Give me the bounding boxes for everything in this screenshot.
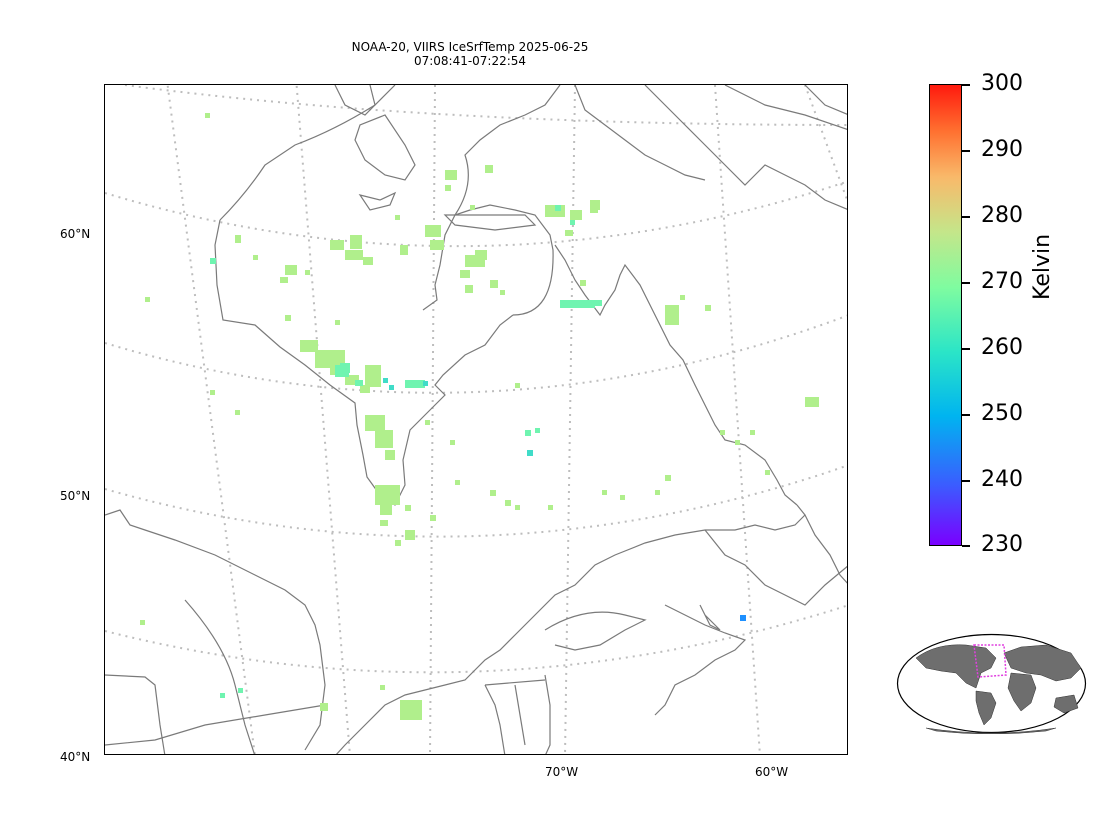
- globe-inset-canvas: [896, 633, 1087, 735]
- map-title: NOAA-20, VIIRS IceSrfTemp 2025-06-25 07:…: [260, 40, 680, 68]
- lon-label-70w: 70°W: [545, 765, 579, 779]
- colorbar-tick: [962, 84, 970, 86]
- ice-temp-pixels: [140, 113, 819, 720]
- colorbar-tick: [962, 150, 970, 152]
- graticule: [105, 85, 847, 754]
- cold-pixel: [740, 615, 746, 621]
- colorbar-tick-label: 290: [981, 137, 1023, 162]
- lon-label-60w: 60°W: [755, 765, 789, 779]
- colorbar-tick: [962, 282, 970, 284]
- colorbar-tick: [962, 348, 970, 350]
- globe-inset-map: [896, 633, 1087, 735]
- colorbar-tick-label: 260: [981, 335, 1023, 360]
- lat-label-60n: 60°N: [60, 227, 91, 241]
- colorbar-title: Kelvin: [1030, 233, 1055, 300]
- coastlines: [105, 85, 847, 754]
- colorbar-tick-label: 240: [981, 467, 1023, 492]
- colorbar-tick: [962, 480, 970, 482]
- colorbar-tick: [962, 545, 970, 547]
- map-panel[interactable]: [104, 84, 848, 755]
- lat-label-50n: 50°N: [60, 489, 91, 503]
- lat-label-40n: 40°N: [60, 750, 91, 764]
- colorbar: [929, 84, 962, 546]
- map-canvas: [105, 85, 847, 754]
- colorbar-tick-label: 250: [981, 401, 1023, 426]
- colorbar-tick-label: 280: [981, 203, 1023, 228]
- map-title-line2: 07:08:41-07:22:54: [413, 54, 527, 68]
- inset-region-box: [973, 644, 1007, 678]
- colorbar-tick: [962, 414, 970, 416]
- colorbar-tick-label: 230: [981, 532, 1023, 557]
- colorbar-tick: [962, 216, 970, 218]
- colorbar-tick-label: 270: [981, 269, 1023, 294]
- colorbar-tick-label: 300: [981, 71, 1023, 96]
- map-title-line1: NOAA-20, VIIRS IceSrfTemp 2025-06-25: [351, 40, 589, 54]
